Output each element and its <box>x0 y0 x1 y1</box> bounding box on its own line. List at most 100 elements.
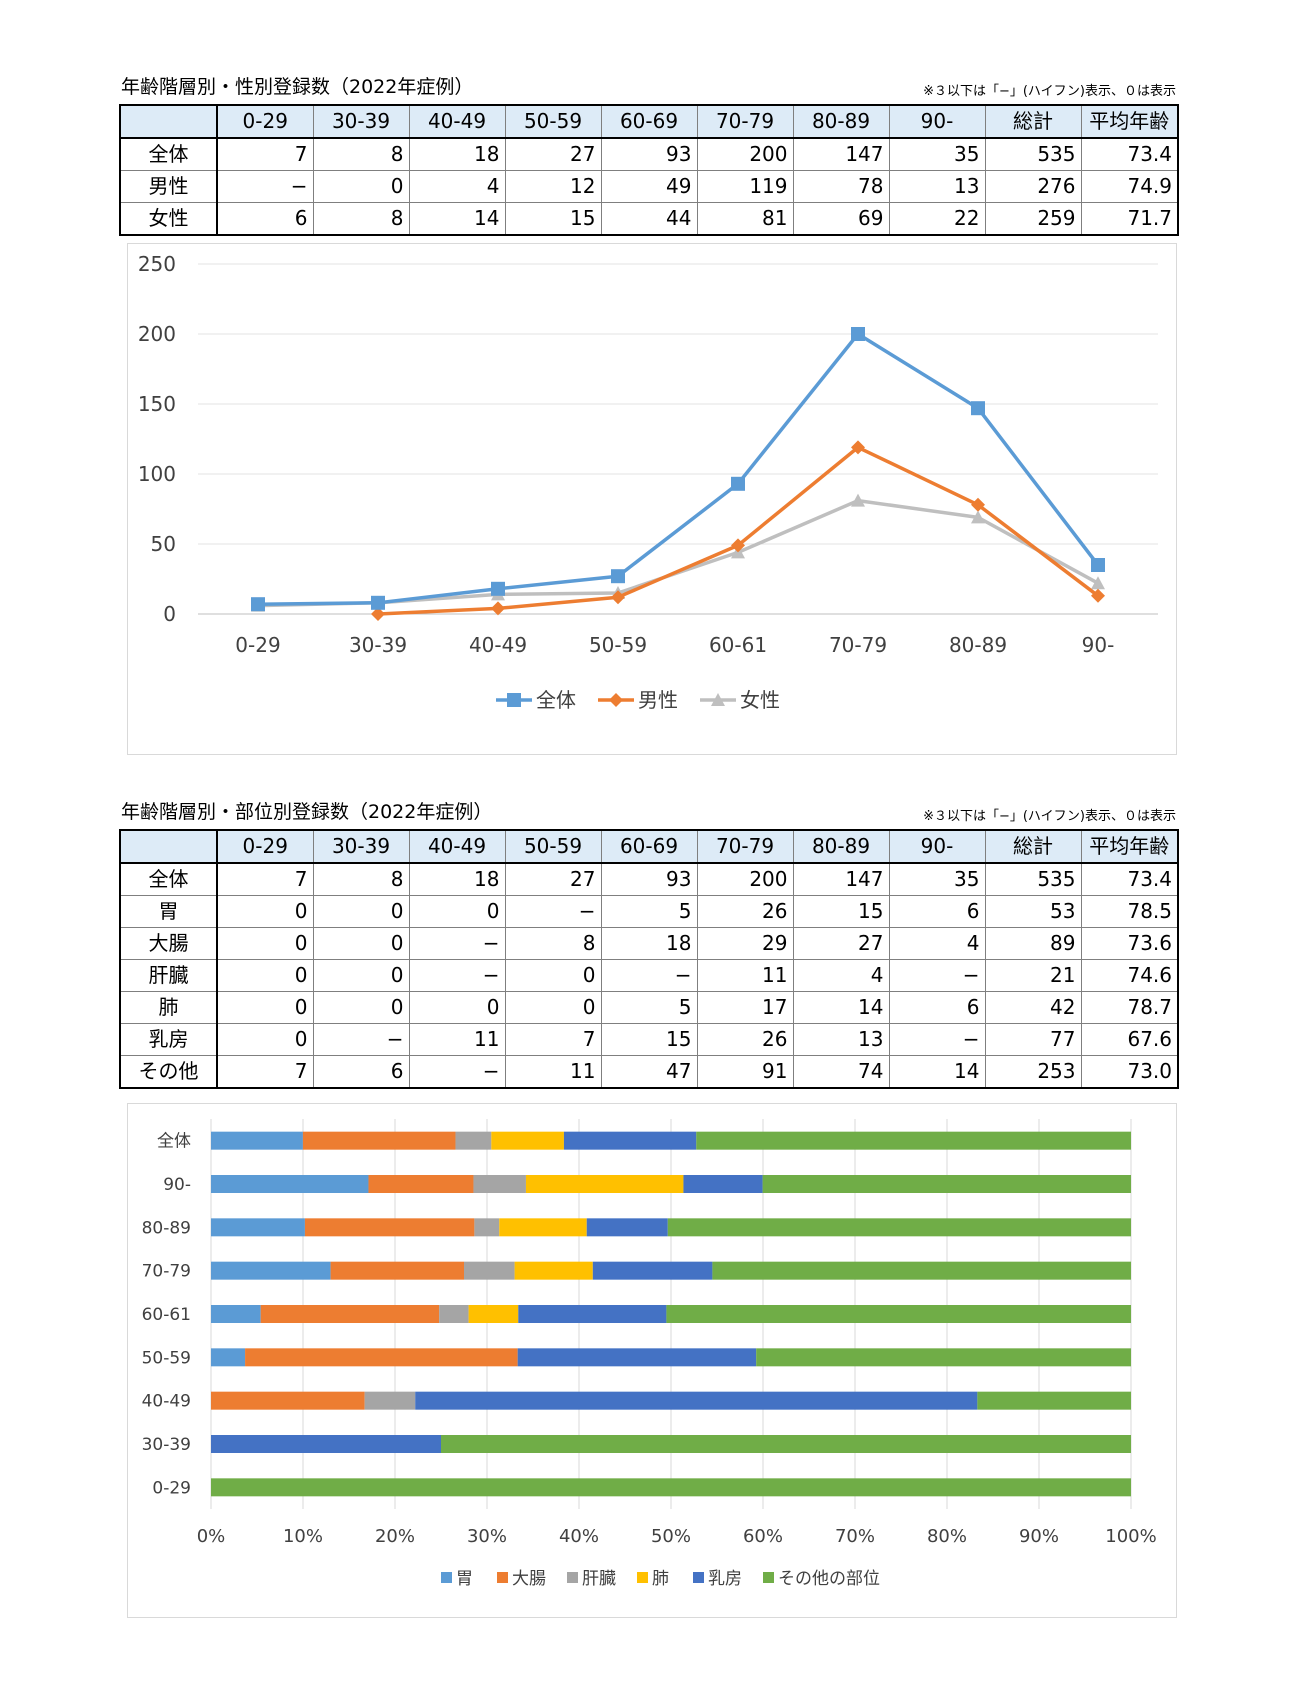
bar-segment <box>211 1435 441 1453</box>
gender-cell: 12 <box>504 170 602 203</box>
x-tick-label: 10% <box>283 1526 323 1547</box>
bar-segment <box>518 1305 667 1323</box>
site-cell: − <box>600 959 698 992</box>
bar-segment <box>260 1305 440 1323</box>
site-cell: 0 <box>216 927 314 960</box>
site-row-label: 全体 <box>119 862 218 896</box>
x-tick-label: 60-61 <box>709 633 767 657</box>
site-cell: 0 <box>408 991 506 1024</box>
bar-chart: 0% 10% 20% 30% 40% 50% 60% 70% 80% 90% 100% 全体 90- 80… <box>142 1119 1157 1589</box>
y-tick-label: 80-89 <box>142 1218 191 1238</box>
data-point-triangle <box>971 510 985 524</box>
gender-cell: 18 <box>408 137 506 171</box>
x-tick-label: 40% <box>559 1526 599 1547</box>
site-cell: 0 <box>312 895 410 928</box>
gender-cell: 73.4 <box>1080 137 1179 171</box>
y-tick-label: 90- <box>163 1175 191 1195</box>
site-cell: 0 <box>504 991 602 1024</box>
site-cell: 7 <box>216 862 314 896</box>
bar-segment <box>211 1478 1131 1497</box>
site-cell: 47 <box>600 1055 698 1089</box>
legend-label: その他の部位 <box>778 1569 880 1589</box>
site-cell: 53 <box>984 895 1082 928</box>
legend-label: 肺 <box>652 1569 669 1589</box>
gender-column-header: 30-39 <box>312 104 410 139</box>
x-tick-label: 80% <box>927 1526 967 1547</box>
site-cell: 18 <box>600 927 698 960</box>
gender-cell: 22 <box>888 202 986 236</box>
gender-cell: 8 <box>312 137 410 171</box>
x-tick-label: 50% <box>651 1526 691 1547</box>
site-cell: 6 <box>888 895 986 928</box>
gender-cell: 276 <box>984 170 1082 203</box>
site-table-row: 胃 0 0 0−5 26 15 6 53 78.5 <box>119 895 1179 928</box>
gender-cell: 71.7 <box>1080 202 1179 236</box>
gender-cell: 69 <box>792 202 890 236</box>
y-tick-label: 100 <box>138 462 176 486</box>
bar-segment <box>473 1175 526 1193</box>
gender-table: 0-29 30-39 40-49 50-59 60-69 70-79 80-89 90- 総計平… <box>119 104 1179 236</box>
site-cell: 73.4 <box>1080 862 1179 896</box>
site-cell: 0 <box>312 927 410 960</box>
site-table-row: 大腸 0 0−8 18 29 27 4 89 73.6 <box>119 927 1179 960</box>
bar-segment <box>525 1175 684 1193</box>
legend-item: 男性 <box>598 688 678 712</box>
site-cell: 42 <box>984 991 1082 1024</box>
legend-label: 男性 <box>638 688 678 712</box>
site-column-header: 40-49 <box>408 829 506 864</box>
site-cell: 35 <box>888 862 986 896</box>
gender-column-header: 90- <box>888 104 986 139</box>
bar-segment <box>666 1305 1131 1323</box>
bar-segment <box>592 1261 713 1280</box>
site-table-row: その他 7 6−11 47 91 74 14 253 73.0 <box>119 1055 1179 1089</box>
gender-header-row: 0-29 30-39 40-49 50-59 60-69 70-79 80-89 90- 総計平… <box>119 104 1179 139</box>
site-cell: 253 <box>984 1055 1082 1089</box>
site-column-header: 50-59 <box>504 829 602 864</box>
line-chart: 0 50 100 150 200 250 0-29 30-39 40-49 50-59 60-61 7… <box>138 252 1158 712</box>
x-tick-label: 90% <box>1019 1526 1059 1547</box>
x-tick-label: 20% <box>375 1526 415 1547</box>
site-cell: 18 <box>408 862 506 896</box>
gender-cell: − <box>216 170 314 203</box>
legend-swatch <box>441 1572 452 1583</box>
bar-segment <box>211 1391 365 1410</box>
site-row-label: 肝臓 <box>119 959 218 992</box>
x-tick-label: 0-29 <box>235 633 280 657</box>
gender-column-header: 50-59 <box>504 104 602 139</box>
x-tick-label: 70% <box>835 1526 875 1547</box>
bar-segment <box>762 1175 1131 1193</box>
bar-segment <box>211 1261 331 1280</box>
gender-cell: 44 <box>600 202 698 236</box>
gender-cell: 74.9 <box>1080 170 1179 203</box>
data-point-square <box>731 476 745 491</box>
bar-legend: 胃 大腸 肝臓 肺 乳房 その他の部位 <box>441 1569 880 1589</box>
gender-cell: 8 <box>312 202 410 236</box>
site-cell: 0 <box>216 1023 314 1056</box>
site-cell: 91 <box>696 1055 794 1089</box>
y-tick-label: 40-49 <box>142 1392 191 1412</box>
gender-cell: 4 <box>408 170 506 203</box>
data-point-diamond <box>491 601 505 616</box>
gender-cell: 7 <box>216 137 314 171</box>
bar-segment <box>211 1348 246 1367</box>
bar-segment <box>499 1218 587 1237</box>
site-cell: 0 <box>408 895 506 928</box>
site-cell: − <box>408 959 506 992</box>
gender-table-row: 男性 −0 4 12 49 119 78 13 276 74.9 <box>119 170 1179 203</box>
y-tick-label: 50 <box>151 532 176 556</box>
site-cell: − <box>408 1055 506 1089</box>
gender-cell: 93 <box>600 137 698 171</box>
x-tick-label: 30% <box>467 1526 507 1547</box>
bar-segment <box>667 1218 1131 1237</box>
site-column-header: 70-79 <box>696 829 794 864</box>
line-gridlines <box>198 263 1158 615</box>
site-table-row: 肝臓 0 0−0−11 4−21 74.6 <box>119 959 1179 992</box>
site-table-row: 全体 7 8 18 27 93 200 147 35 535 73.4 <box>119 862 1179 896</box>
site-table: 0-29 30-39 40-49 50-59 60-69 70-79 80-89 90- 総計平… <box>119 829 1179 1089</box>
bar-segment <box>491 1131 564 1150</box>
site-cell: − <box>312 1023 410 1056</box>
data-point-diamond <box>609 693 623 707</box>
data-point-triangle <box>1091 576 1105 590</box>
bar-segment <box>364 1391 416 1410</box>
series-line <box>257 498 1099 608</box>
